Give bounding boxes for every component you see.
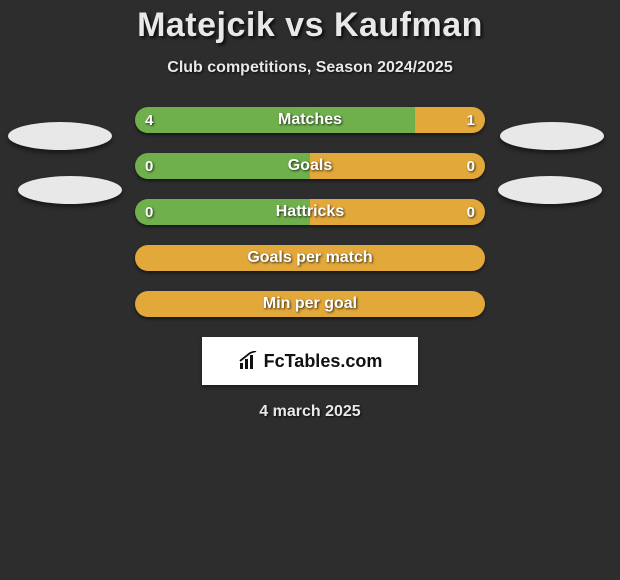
date-label: 4 march 2025 <box>0 403 620 421</box>
avatar-oval-3 <box>498 176 602 204</box>
bar-label: Goals <box>135 153 485 179</box>
avatar-oval-0 <box>8 122 112 150</box>
stat-bar: Min per goal <box>135 291 485 317</box>
bar-chart-icon <box>238 351 260 371</box>
comparison-subtitle: Club competitions, Season 2024/2025 <box>0 59 620 77</box>
bar-label: Hattricks <box>135 199 485 225</box>
avatar-oval-2 <box>18 176 122 204</box>
logo: FcTables.com <box>238 351 383 372</box>
avatar-oval-1 <box>500 122 604 150</box>
bar-label: Min per goal <box>135 291 485 317</box>
stat-bars-container: 41Matches 00Goals 00Hattricks Goals per mat… <box>135 107 485 317</box>
logo-box: FcTables.com <box>202 337 418 385</box>
stat-bar: 41Matches <box>135 107 485 133</box>
stat-bar: 00Hattricks <box>135 199 485 225</box>
stat-bar: 00Goals <box>135 153 485 179</box>
bar-label: Matches <box>135 107 485 133</box>
comparison-title: Matejcik vs Kaufman <box>0 0 620 45</box>
bar-label: Goals per match <box>135 245 485 271</box>
stat-bar: Goals per match <box>135 245 485 271</box>
logo-text: FcTables.com <box>264 351 383 372</box>
